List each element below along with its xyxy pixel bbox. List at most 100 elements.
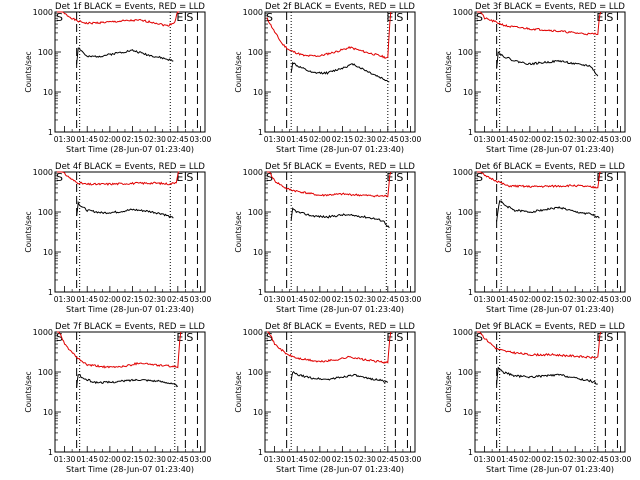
y-tick-label: 1000 xyxy=(243,8,263,17)
x-tick-label: 02:30 xyxy=(564,455,586,464)
start-marker-left: S xyxy=(476,171,483,184)
plot-title: Det 6f BLACK = Events, RED = LLD xyxy=(475,162,625,172)
x-tick-label: 01:30 xyxy=(264,135,286,144)
x-tick-label: 01:30 xyxy=(474,455,496,464)
y-tick-label: 10 xyxy=(43,248,53,257)
events-series-line xyxy=(496,366,598,385)
y-axis-label: Counts/sec xyxy=(234,51,243,92)
y-tick-label: 10 xyxy=(43,408,53,417)
y-tick-label: 10 xyxy=(463,248,473,257)
subplot-det-3: Det 3f BLACK = Events, RED = LLD 1 10 100 10… xyxy=(444,2,631,154)
x-tick-label: 01:45 xyxy=(286,135,308,144)
subplot-det-5: Det 5f BLACK = Events, RED = LLD 1 10 100 10… xyxy=(234,162,421,314)
start-marker-right: S xyxy=(396,171,403,184)
x-tick-label: 02:15 xyxy=(542,295,564,304)
end-marker: E xyxy=(176,11,183,24)
x-tick-label: 03:00 xyxy=(610,455,632,464)
y-axis-label: Counts/sec xyxy=(24,51,33,92)
events-series-line xyxy=(496,200,600,222)
x-tick-label: 01:30 xyxy=(264,295,286,304)
y-tick-label: 100 xyxy=(458,368,473,377)
x-tick-label: 02:15 xyxy=(122,295,144,304)
x-tick-label: 02:15 xyxy=(542,135,564,144)
start-marker-right: S xyxy=(396,331,403,344)
x-tick-label: 02:30 xyxy=(354,295,376,304)
x-tick-label: 02:30 xyxy=(144,295,166,304)
start-marker-right: S xyxy=(186,331,193,344)
plot-frame xyxy=(264,331,416,453)
plot-frame xyxy=(474,331,626,453)
x-tick-label: 01:45 xyxy=(76,455,98,464)
plot-frame xyxy=(474,11,626,133)
x-tick-label: 01:30 xyxy=(54,455,76,464)
x-tick-label: 02:00 xyxy=(309,295,331,304)
y-axis-label: Counts/sec xyxy=(234,371,243,412)
plot-title: Det 3f BLACK = Events, RED = LLD xyxy=(475,2,625,12)
x-tick-label: 02:00 xyxy=(309,135,331,144)
plot-title: Det 9f BLACK = Events, RED = LLD xyxy=(475,322,625,332)
subplot-det-8: Det 8f BLACK = Events, RED = LLD 1 10 100 10… xyxy=(234,322,421,474)
x-tick-label: 03:00 xyxy=(190,455,212,464)
plot-frame xyxy=(264,11,416,133)
y-axis-label: Counts/sec xyxy=(24,371,33,412)
x-axis-label: Start Time (28-Jun-07 01:23:40) xyxy=(276,145,404,154)
x-axis-label: Start Time (28-Jun-07 01:23:40) xyxy=(276,465,404,474)
y-tick-label: 1000 xyxy=(33,168,53,177)
subplot-det-1: Det 1f BLACK = Events, RED = LLD 1 10 100 10… xyxy=(24,2,211,154)
x-tick-label: 01:30 xyxy=(474,135,496,144)
start-marker-left: S xyxy=(56,171,63,184)
x-tick-label: 02:45 xyxy=(167,295,189,304)
events-series-line xyxy=(290,207,390,229)
y-tick-label: 1 xyxy=(468,128,473,137)
events-series-line xyxy=(290,370,389,383)
plot-title: Det 8f BLACK = Events, RED = LLD xyxy=(265,322,415,332)
x-tick-label: 01:30 xyxy=(264,455,286,464)
x-tick-label: 02:45 xyxy=(587,135,609,144)
x-tick-label: 02:30 xyxy=(354,135,376,144)
plot-title: Det 7f BLACK = Events, RED = LLD xyxy=(55,322,205,332)
x-tick-label: 01:30 xyxy=(474,295,496,304)
x-tick-label: 02:45 xyxy=(587,295,609,304)
lld-series-line xyxy=(477,331,602,359)
events-series-line xyxy=(76,200,174,219)
x-tick-label: 02:00 xyxy=(309,455,331,464)
end-marker: E xyxy=(176,171,183,184)
x-tick-label: 01:30 xyxy=(54,295,76,304)
subplot-det-9: Det 9f BLACK = Events, RED = LLD 1 10 100 10… xyxy=(444,322,631,474)
x-axis-label: Start Time (28-Jun-07 01:23:40) xyxy=(486,145,614,154)
x-tick-label: 02:00 xyxy=(519,295,541,304)
y-tick-label: 1 xyxy=(258,288,263,297)
y-tick-label: 1000 xyxy=(33,328,53,337)
subplot-det-7: Det 7f BLACK = Events, RED = LLD 1 10 100 10… xyxy=(24,322,211,474)
plot-frame xyxy=(54,331,206,453)
y-tick-label: 100 xyxy=(458,48,473,57)
y-tick-label: 100 xyxy=(248,48,263,57)
x-tick-label: 02:45 xyxy=(587,455,609,464)
end-marker: E xyxy=(596,171,603,184)
x-tick-label: 02:45 xyxy=(377,135,399,144)
y-tick-label: 1000 xyxy=(33,8,53,17)
lld-series-line xyxy=(266,11,392,59)
start-marker-left: S xyxy=(476,11,483,24)
x-axis-label: Start Time (28-Jun-07 01:23:40) xyxy=(276,305,404,314)
y-tick-label: 100 xyxy=(248,208,263,217)
x-tick-label: 02:45 xyxy=(377,455,399,464)
x-axis-label: Start Time (28-Jun-07 01:23:40) xyxy=(66,305,194,314)
x-tick-label: 03:00 xyxy=(610,295,632,304)
plot-frame xyxy=(54,11,206,133)
y-tick-label: 10 xyxy=(43,88,53,97)
y-tick-label: 10 xyxy=(253,248,263,257)
x-tick-label: 01:45 xyxy=(286,455,308,464)
x-tick-label: 02:00 xyxy=(519,135,541,144)
x-tick-label: 03:00 xyxy=(400,295,422,304)
y-axis-label: Counts/sec xyxy=(444,211,453,252)
y-tick-label: 1000 xyxy=(243,168,263,177)
start-marker-right: S xyxy=(606,11,613,24)
start-marker-right: S xyxy=(606,171,613,184)
start-marker-left: S xyxy=(56,11,63,24)
start-marker-right: S xyxy=(186,11,193,24)
y-tick-label: 10 xyxy=(253,88,263,97)
x-tick-label: 02:45 xyxy=(167,455,189,464)
x-tick-label: 02:45 xyxy=(167,135,189,144)
